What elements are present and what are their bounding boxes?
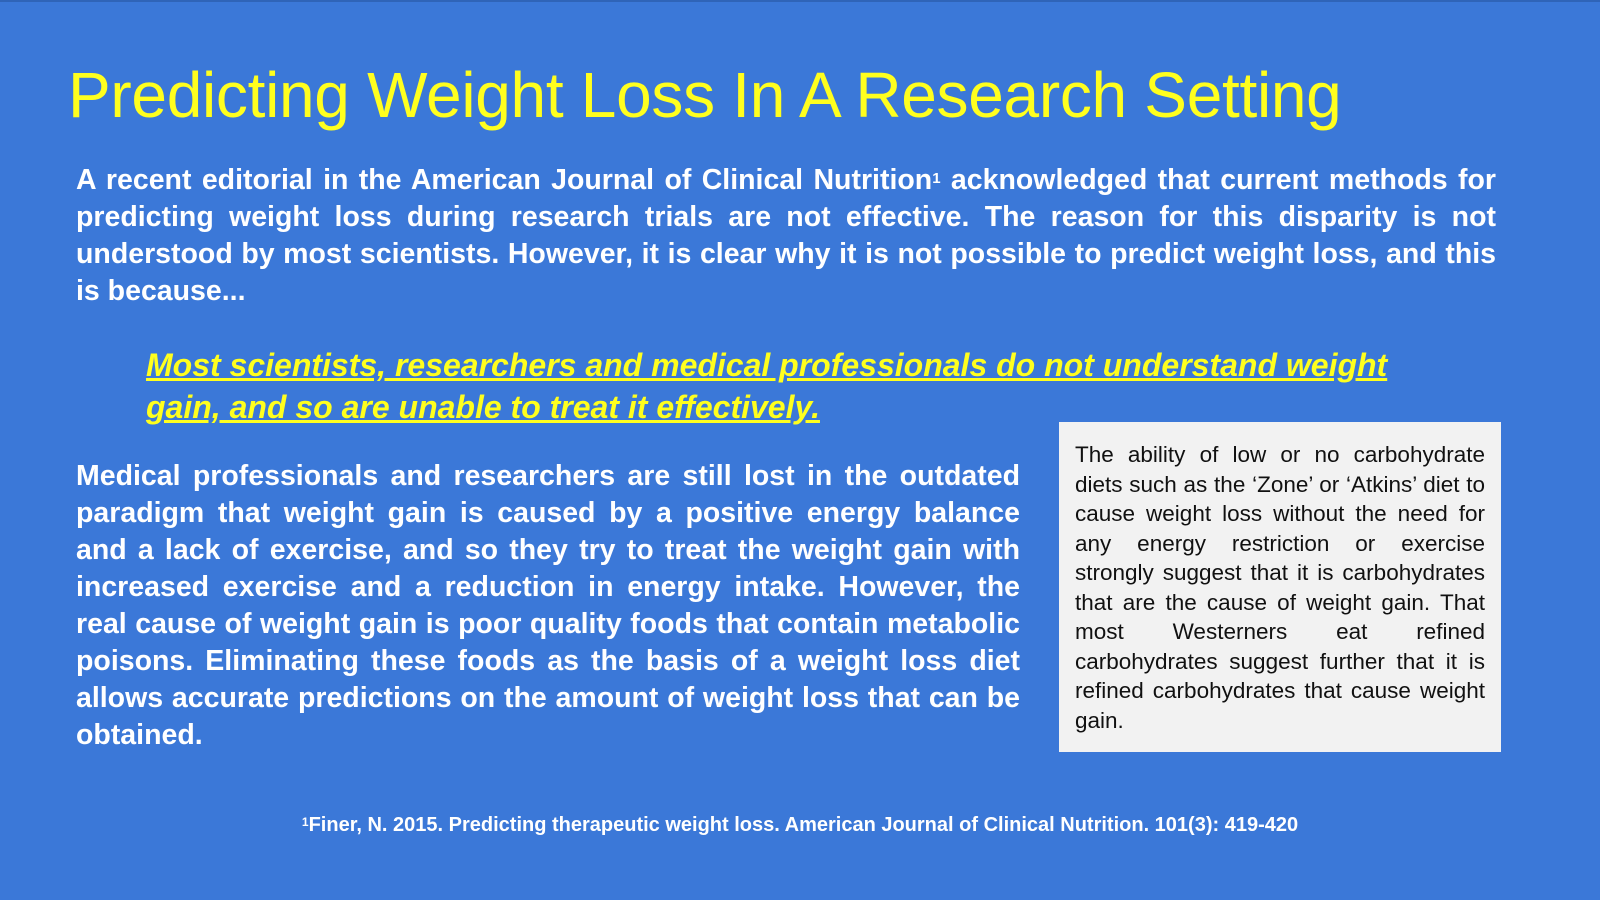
footnote-marker: 1 (932, 170, 941, 187)
footnote-text: Finer, N. 2015. Predicting therapeutic w… (308, 814, 1299, 836)
footnote: 1Finer, N. 2015. Predicting therapeutic … (0, 814, 1600, 837)
sidebar-text: The ability of low or no carbohydrate di… (1075, 442, 1485, 733)
top-border (0, 0, 1600, 2)
sidebar-text-box: The ability of low or no carbohydrate di… (1059, 422, 1501, 752)
highlight-quote: Most scientists, researchers and medical… (146, 347, 1388, 425)
slide-title: Predicting Weight Loss In A Research Set… (68, 59, 1342, 131)
intro-text-end: acknowledged that current methods for pr… (76, 164, 1497, 307)
body-paragraph: Medical professionals and researchers ar… (76, 460, 1020, 751)
footnote-number: 1 (301, 815, 309, 829)
intro-text-start: A recent editorial in the American Journ… (76, 164, 933, 196)
intro-paragraph: A recent editorial in the American Journ… (76, 162, 1496, 310)
